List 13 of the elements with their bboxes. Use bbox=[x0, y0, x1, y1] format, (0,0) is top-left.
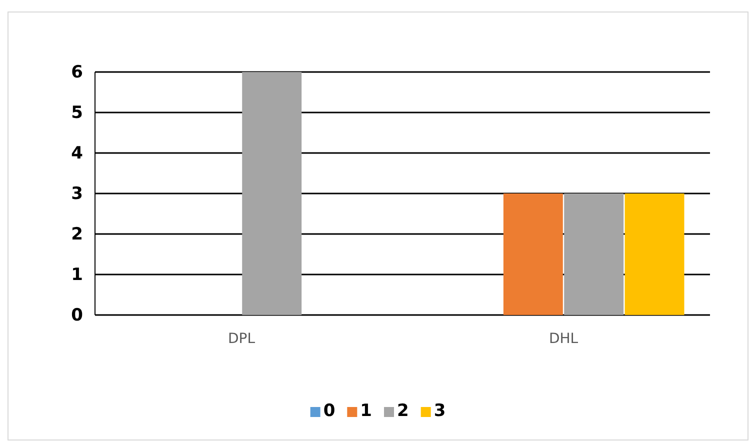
y-tick-label: 4 bbox=[71, 143, 84, 164]
legend-label: 2 bbox=[397, 401, 409, 421]
y-tick-label: 2 bbox=[71, 224, 83, 244]
x-tick-label: DHL bbox=[548, 330, 578, 347]
y-tick-label: 0 bbox=[71, 305, 84, 326]
legend-label: 0 bbox=[323, 401, 336, 421]
y-tick-label: 1 bbox=[71, 264, 83, 285]
y-tick-label: 3 bbox=[71, 184, 83, 204]
legend-label: 1 bbox=[360, 401, 372, 421]
y-tick-label: 6 bbox=[71, 62, 83, 82]
legend-label: 3 bbox=[434, 401, 446, 421]
x-tick-label: DPL bbox=[228, 330, 256, 347]
y-tick-label: 5 bbox=[71, 102, 83, 123]
